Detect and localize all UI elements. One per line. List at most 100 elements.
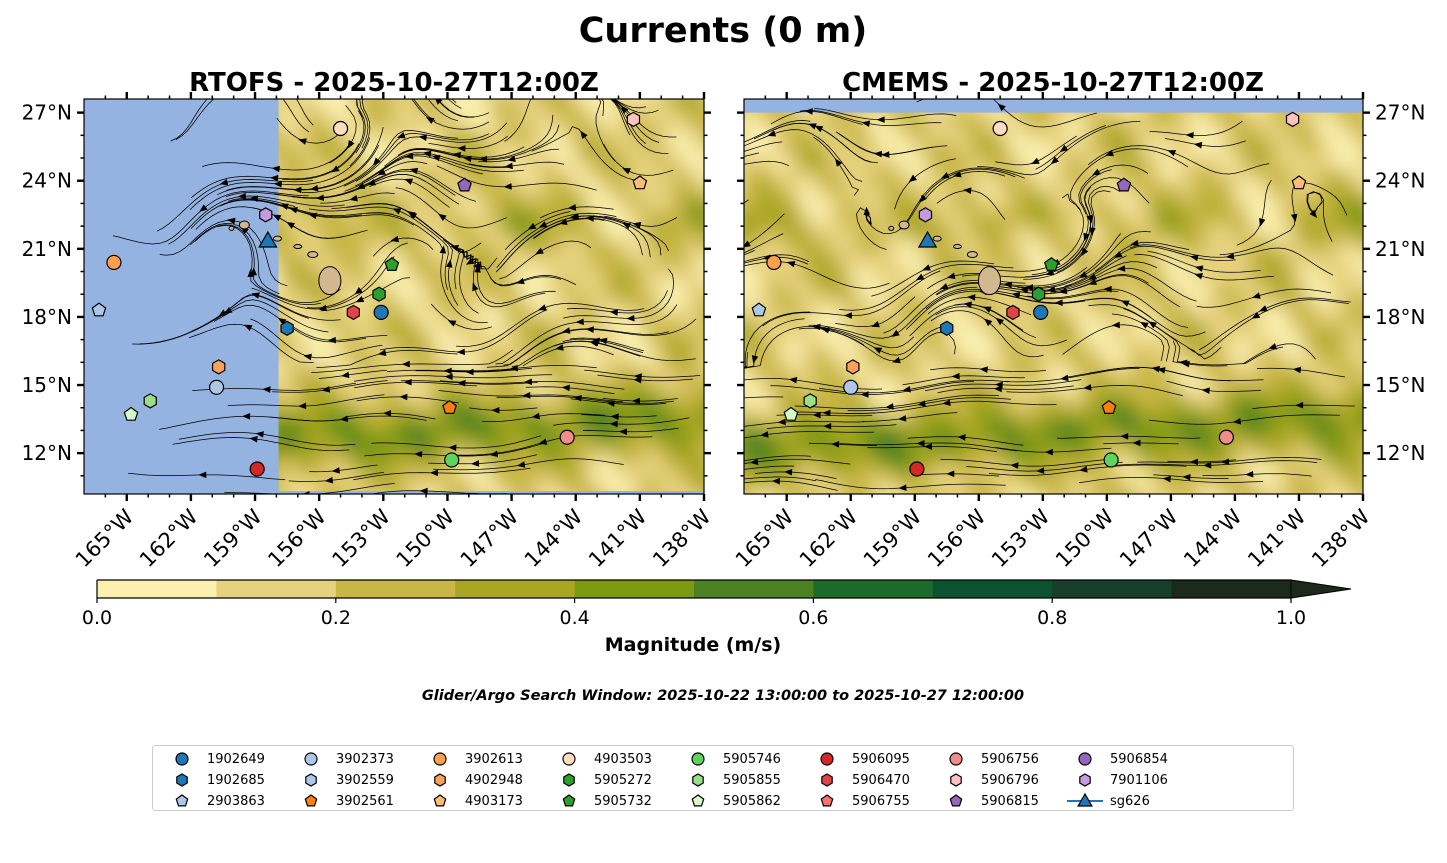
legend-label: 5905272 (594, 772, 652, 788)
marker-1902685 (280, 320, 294, 336)
legend-label: 5905862 (723, 793, 781, 809)
colorbar-segment (932, 580, 1053, 598)
y-tick-label: 15°N (1375, 373, 1425, 397)
legend-label: 5906755 (852, 793, 910, 809)
marker-3902561 (442, 399, 457, 414)
x-tick-label: 153°W (987, 504, 1055, 572)
legend-label: 4903173 (465, 793, 523, 809)
colorbar-tick-label: 0.4 (559, 607, 589, 629)
x-tick-label: 156°W (923, 504, 991, 572)
legend-item-3902559: 3902559 (292, 770, 394, 790)
legend-label: 2903863 (207, 793, 265, 809)
legend-item-7901106: 7901106 (1066, 770, 1168, 790)
legend-item-3902561: 3902561 (292, 791, 394, 811)
colorbar-tick-label: 0.8 (1037, 607, 1067, 629)
legend-item-1902649: 1902649 (163, 749, 265, 769)
legend-label: 3902613 (465, 751, 523, 767)
magnitude-field (744, 99, 1363, 494)
colorbar-segment (455, 580, 576, 598)
x-tick-label: 159°W (859, 504, 927, 572)
marker-5905855 (803, 393, 817, 409)
legend-item-5906095: 5906095 (808, 749, 910, 769)
platform-legend: 1902649 1902685 2903863 3902373 3902559 39025… (152, 745, 1294, 811)
pentagon-marker-icon (820, 794, 834, 807)
pentagon-marker-icon (433, 794, 447, 807)
circle-marker-icon (433, 752, 447, 766)
hexagon-marker-icon (563, 773, 575, 787)
marker-5906470 (1006, 304, 1020, 321)
legend-label: 3902559 (336, 772, 394, 788)
marker-3902373 (208, 379, 225, 395)
marker-5906095 (909, 461, 925, 477)
no-data-mask (744, 99, 1363, 113)
colorbar-segment (335, 580, 456, 598)
x-tick-label: 150°W (392, 504, 460, 572)
y-tick-label: 15°N (22, 373, 72, 397)
legend-label: 3902561 (336, 793, 394, 809)
marker-4902948 (846, 359, 860, 375)
legend-label: 1902649 (207, 751, 265, 767)
x-tick-label: 162°W (795, 504, 863, 572)
marker-7901106 (259, 207, 273, 223)
x-tick-label: 150°W (1051, 504, 1119, 572)
legend-label: 1902685 (207, 772, 265, 788)
x-tick-label: 144°W (1179, 504, 1247, 572)
y-tick-label: 18°N (22, 305, 72, 329)
marker-3902613 (766, 254, 782, 271)
pentagon-marker-icon (175, 794, 189, 807)
streamlines (744, 99, 1355, 494)
marker-5905732 (1043, 256, 1059, 271)
x-tick-label: 159°W (199, 504, 267, 572)
colorbar-segment (694, 580, 814, 598)
marker-4903503 (332, 120, 349, 137)
y-tick-label: 24°N (22, 169, 72, 193)
y-tick-label: 12°N (22, 441, 72, 465)
colorbar-extend-arrow (1290, 579, 1352, 599)
x-tick-label: 138°W (1307, 504, 1375, 572)
y-tick-label: 18°N (1375, 305, 1425, 329)
marker-5906756 (1218, 429, 1234, 445)
colorbar-tick-label: 0.6 (798, 607, 828, 629)
marker-5906796 (1285, 111, 1300, 128)
hexagon-marker-icon (434, 773, 446, 787)
rtofs-map-panel: 165°W162°W159°W156°W153°W150°W147°W144°W… (22, 92, 716, 572)
marker-sg626 (258, 230, 278, 248)
marker-5906756 (559, 429, 575, 445)
legend-item-5905732: 5905732 (550, 791, 652, 811)
colorbar-label: Magnitude (m/s) (605, 634, 782, 656)
marker-5905746 (1103, 452, 1119, 468)
marker-2903863 (91, 302, 107, 317)
colorbar-segment (813, 580, 934, 598)
legend-label: 5905732 (594, 793, 652, 809)
marker-3902613 (106, 254, 122, 271)
x-tick-label: 153°W (327, 504, 395, 572)
legend-label: 4902948 (465, 772, 523, 788)
marker-5905746 (444, 452, 460, 468)
y-tick-label: 27°N (22, 101, 72, 125)
colorbar-tick-label: 0.2 (321, 607, 351, 629)
hawaii-land (888, 220, 1001, 296)
circle-marker-icon (562, 752, 576, 766)
legend-label: 4903503 (594, 751, 652, 767)
legend-item-5905746: 5905746 (679, 749, 781, 769)
pentagon-marker-icon (691, 794, 705, 807)
hexagon-marker-icon (950, 773, 962, 787)
legend-label: 5905746 (723, 751, 781, 767)
circle-marker-icon (949, 752, 963, 766)
map-frame (743, 98, 1364, 495)
circle-marker-icon (691, 752, 705, 766)
x-tick-label: 141°W (584, 504, 652, 572)
hexagon-marker-icon (1079, 773, 1091, 787)
legend-item-5906854: 5906854 (1066, 749, 1168, 769)
no-data-mask (84, 99, 279, 494)
marker-5905862 (783, 406, 799, 421)
platform-markers (751, 111, 1307, 477)
marker-2903863 (751, 302, 767, 317)
pentagon-marker-icon (304, 794, 318, 807)
y-tick-label: 24°N (1375, 169, 1425, 193)
legend-label: 3902373 (336, 751, 394, 767)
legend-item-4903173: 4903173 (421, 791, 523, 811)
marker-5906796 (626, 111, 641, 128)
legend-item-4903503: 4903503 (550, 749, 652, 769)
